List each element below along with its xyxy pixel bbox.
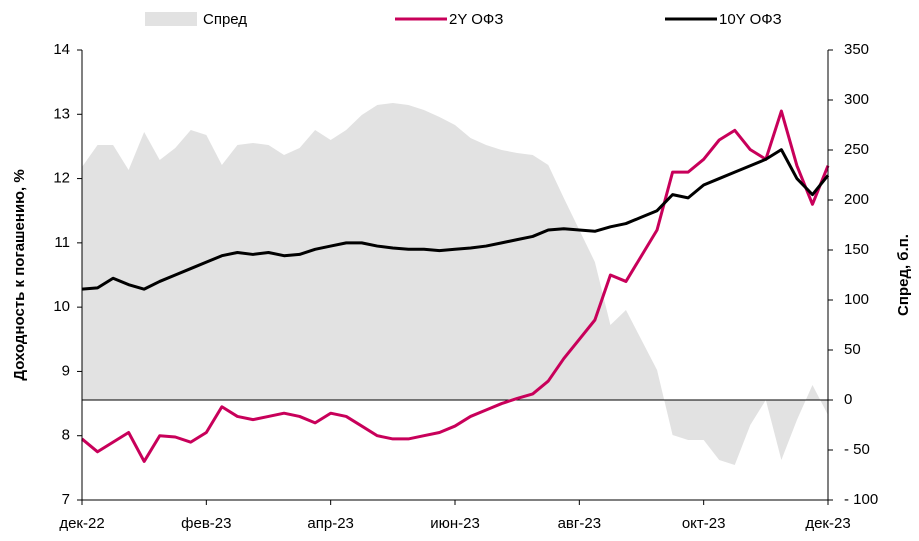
x-tick-label: дек-22: [59, 515, 104, 532]
legend-label: 10Y ОФЗ: [719, 11, 782, 28]
y-tick-label: 14: [53, 41, 70, 58]
y2-tick-label: - 100: [844, 491, 878, 508]
y-tick-label: 7: [62, 491, 70, 508]
y2-tick-label: 250: [844, 141, 869, 158]
x-tick-label: дек-23: [805, 515, 850, 532]
y2-tick-label: 150: [844, 241, 869, 258]
y2-tick-label: 100: [844, 291, 869, 308]
y-tick-label: 12: [53, 170, 70, 187]
x-tick-label: окт-23: [682, 515, 726, 532]
x-tick-label: фев-23: [181, 515, 231, 532]
y2-tick-label: 350: [844, 41, 869, 58]
y-axis-label: Доходность к погашению, %: [11, 169, 28, 380]
y-tick-label: 11: [54, 234, 70, 251]
legend-label: Спред: [203, 11, 247, 28]
y-tick-label: 13: [53, 105, 70, 122]
x-tick-label: авг-23: [558, 515, 601, 532]
y2-tick-label: 0: [844, 391, 852, 408]
y-tick-label: 8: [62, 427, 70, 444]
y2-tick-label: - 50: [844, 441, 870, 458]
legend-label: 2Y ОФЗ: [449, 11, 503, 28]
y2-axis-label: Спред, б.п.: [895, 234, 912, 316]
spread-area: [82, 103, 828, 465]
x-tick-label: июн-23: [430, 515, 480, 532]
line: [81, 148, 830, 291]
y2-tick-label: 50: [844, 341, 861, 358]
legend-swatch: [145, 12, 197, 26]
x-tick-label: апр-23: [307, 515, 354, 532]
y-tick-label: 9: [62, 362, 70, 379]
y2-tick-label: 200: [844, 191, 869, 208]
y-tick-label: 10: [53, 298, 70, 315]
line: [81, 109, 830, 463]
y2-tick-label: 300: [844, 91, 869, 108]
